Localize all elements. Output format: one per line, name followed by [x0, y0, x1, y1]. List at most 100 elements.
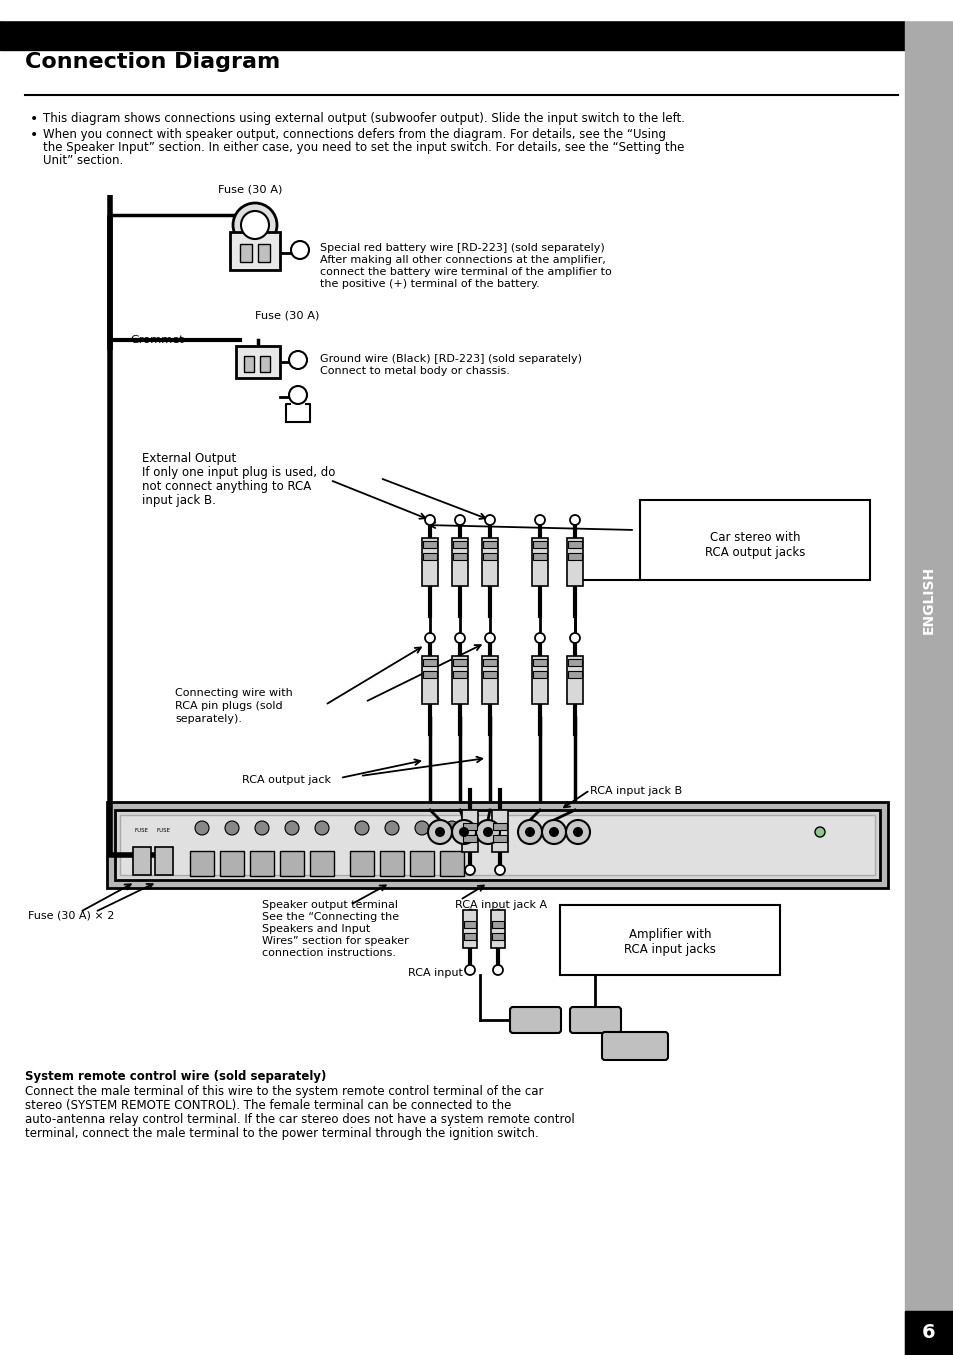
- Bar: [421, 538, 437, 585]
- Text: not connect anything to RCA: not connect anything to RCA: [142, 480, 311, 493]
- Circle shape: [535, 633, 544, 644]
- Bar: [280, 851, 304, 875]
- Circle shape: [285, 821, 298, 835]
- Bar: [422, 541, 436, 547]
- Text: Special red battery wire [RD-223] (sold separately): Special red battery wire [RD-223] (sold …: [319, 243, 604, 253]
- Circle shape: [517, 820, 541, 844]
- Bar: [439, 851, 463, 875]
- Circle shape: [814, 827, 824, 837]
- Circle shape: [535, 515, 544, 524]
- Bar: [481, 656, 497, 705]
- Bar: [190, 851, 213, 875]
- Text: FUSE: FUSE: [135, 828, 149, 832]
- Circle shape: [482, 827, 493, 837]
- Text: Connect the male terminal of this wire to the system remote control terminal of : Connect the male terminal of this wire t…: [25, 1085, 543, 1098]
- Bar: [310, 851, 334, 875]
- Text: Speakers and Input: Speakers and Input: [262, 924, 370, 934]
- Circle shape: [476, 820, 499, 844]
- Bar: [230, 232, 280, 270]
- Circle shape: [435, 827, 444, 837]
- Bar: [0, 18, 904, 50]
- Bar: [250, 851, 274, 875]
- Bar: [492, 921, 503, 928]
- Text: If only one input plug is used, do: If only one input plug is used, do: [142, 466, 335, 480]
- Circle shape: [254, 821, 269, 835]
- FancyBboxPatch shape: [601, 1033, 667, 1060]
- Circle shape: [291, 241, 309, 259]
- Bar: [482, 671, 497, 678]
- Text: Connecting wire with: Connecting wire with: [174, 688, 293, 698]
- Bar: [115, 810, 879, 879]
- Bar: [493, 822, 506, 831]
- Circle shape: [464, 864, 475, 875]
- Text: Fuse (30 A): Fuse (30 A): [217, 186, 282, 195]
- Bar: [533, 553, 546, 560]
- Circle shape: [314, 821, 329, 835]
- Bar: [453, 553, 467, 560]
- Bar: [452, 656, 468, 705]
- Circle shape: [428, 820, 452, 844]
- Bar: [154, 847, 172, 875]
- Bar: [533, 541, 546, 547]
- Bar: [491, 911, 504, 948]
- Bar: [120, 814, 874, 875]
- Circle shape: [415, 821, 429, 835]
- Bar: [463, 934, 476, 940]
- Bar: [132, 847, 151, 875]
- Text: System remote control wire (sold separately): System remote control wire (sold separat…: [25, 1070, 326, 1083]
- Text: the positive (+) terminal of the battery.: the positive (+) terminal of the battery…: [319, 279, 539, 289]
- Circle shape: [452, 820, 476, 844]
- Circle shape: [569, 633, 579, 644]
- Bar: [410, 851, 434, 875]
- Bar: [493, 835, 506, 841]
- Bar: [463, 921, 476, 928]
- Circle shape: [464, 965, 475, 976]
- Text: RCA input: RCA input: [408, 967, 462, 978]
- Bar: [482, 553, 497, 560]
- Text: FUSE: FUSE: [157, 828, 171, 832]
- Bar: [462, 835, 476, 841]
- Bar: [453, 659, 467, 667]
- Circle shape: [289, 351, 307, 369]
- Text: When you connect with speaker output, connections defers from the diagram. For d: When you connect with speaker output, co…: [43, 127, 665, 141]
- Bar: [567, 553, 581, 560]
- Text: terminal, connect the male terminal to the power terminal through the ignition s: terminal, connect the male terminal to t…: [25, 1127, 538, 1140]
- Circle shape: [573, 827, 582, 837]
- Bar: [453, 671, 467, 678]
- Text: connection instructions.: connection instructions.: [262, 948, 395, 958]
- Bar: [350, 851, 374, 875]
- Circle shape: [495, 864, 504, 875]
- Text: input jack B.: input jack B.: [142, 495, 215, 507]
- Text: RCA output jack: RCA output jack: [242, 775, 331, 785]
- Text: Speaker output terminal: Speaker output terminal: [262, 900, 397, 911]
- Text: Ground wire (Black) [RD-223] (sold separately): Ground wire (Black) [RD-223] (sold separ…: [319, 354, 581, 364]
- Bar: [566, 656, 582, 705]
- Bar: [379, 851, 403, 875]
- Text: After making all other connections at the amplifier,: After making all other connections at th…: [319, 255, 605, 266]
- Circle shape: [565, 820, 589, 844]
- Bar: [567, 541, 581, 547]
- Circle shape: [355, 821, 369, 835]
- Bar: [244, 356, 253, 373]
- Bar: [107, 802, 887, 888]
- Bar: [481, 538, 497, 585]
- Circle shape: [194, 821, 209, 835]
- Bar: [492, 934, 503, 940]
- Bar: [422, 659, 436, 667]
- Bar: [567, 659, 581, 667]
- Bar: [567, 671, 581, 678]
- Circle shape: [444, 821, 458, 835]
- Text: This diagram shows connections using external output (subwoofer output). Slide t: This diagram shows connections using ext…: [43, 112, 684, 125]
- Circle shape: [455, 515, 464, 524]
- Bar: [421, 656, 437, 705]
- Bar: [240, 244, 252, 262]
- Bar: [559, 905, 780, 976]
- Text: auto-antenna relay control terminal. If the car stereo does not have a system re: auto-antenna relay control terminal. If …: [25, 1112, 574, 1126]
- Text: Grommet: Grommet: [130, 335, 184, 346]
- Circle shape: [484, 515, 495, 524]
- Bar: [462, 911, 476, 948]
- Text: Car stereo with
RCA output jacks: Car stereo with RCA output jacks: [704, 531, 804, 560]
- Circle shape: [385, 821, 398, 835]
- Bar: [461, 810, 477, 852]
- Bar: [220, 851, 244, 875]
